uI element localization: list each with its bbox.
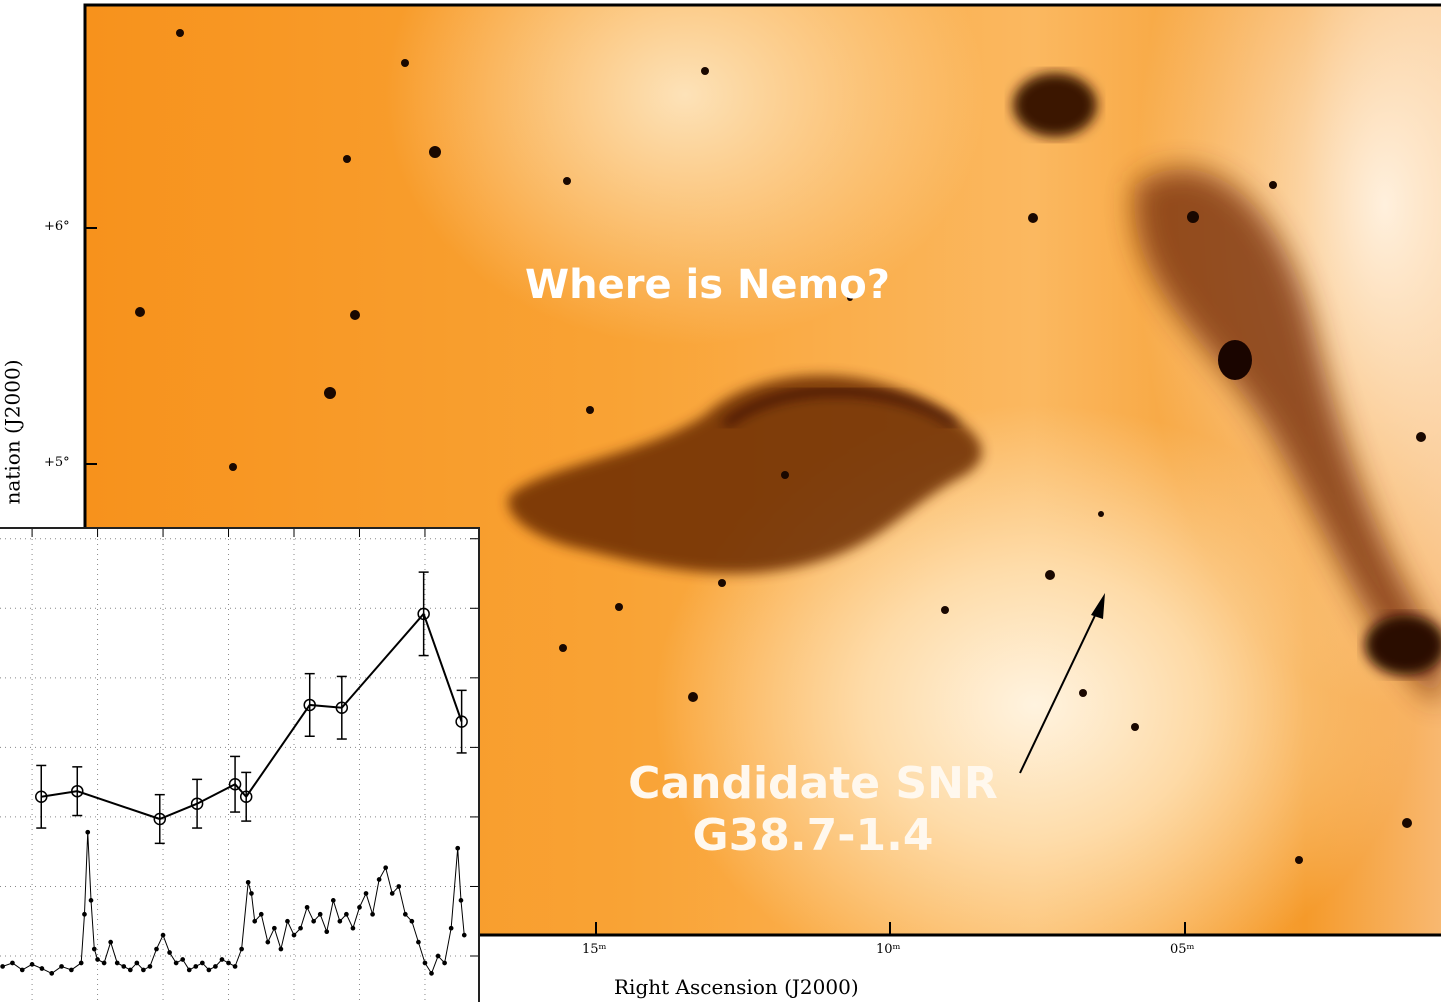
point [266,941,269,944]
point [378,878,381,881]
point [70,968,73,971]
point [450,927,453,930]
point [227,961,230,964]
point [319,913,322,916]
point [60,965,63,968]
point [430,972,433,975]
x-tick-label: 10ᵐ [876,942,901,957]
series-line [3,832,465,973]
point [410,920,413,923]
inset-chart [0,527,480,1002]
x-axis-label: Right Ascension (J2000) [614,975,859,999]
point [423,961,426,964]
point [175,961,178,964]
point [253,920,256,923]
y-tick-label: +5° [44,455,70,470]
point [436,954,439,957]
inset-plot [0,529,478,1002]
point [83,913,86,916]
point [404,913,407,916]
point [207,968,210,971]
point [96,958,99,961]
point [188,968,191,971]
point [292,934,295,937]
figure: Where is Nemo? Candidate SNR G38.7-1.4 +… [0,0,1441,1002]
point [459,899,462,902]
candidate-label: Candidate SNR [613,758,1013,809]
point [214,965,217,968]
point [371,913,374,916]
point [220,958,223,961]
point [463,934,466,937]
point [364,892,367,895]
point [148,965,151,968]
point [247,881,250,884]
x-tick-label: 15ᵐ [582,942,607,957]
point [233,965,236,968]
point [201,961,204,964]
point [161,934,164,937]
point [279,947,282,950]
x-tick-label: 05ᵐ [1170,942,1195,957]
point [89,899,92,902]
point [332,899,335,902]
point [181,958,184,961]
point [168,951,171,954]
point [122,965,125,968]
point [312,920,315,923]
series-line [41,614,461,819]
point [358,906,361,909]
y-tick-label: +6° [44,219,70,234]
point [11,961,14,964]
point [240,947,243,950]
y-axis-label: nation (J2000) [1,359,25,504]
point [86,831,89,834]
annotation: Where is Nemo? [525,262,890,308]
point [50,972,53,975]
point [194,965,197,968]
point [456,847,459,850]
point [40,967,43,970]
point [345,913,348,916]
point [135,961,138,964]
point [443,961,446,964]
point [273,927,276,930]
point [93,947,96,950]
point [116,961,119,964]
point [30,963,33,966]
point [250,892,253,895]
point [305,906,308,909]
point [351,927,354,930]
point [325,930,328,933]
point [286,920,289,923]
point [299,927,302,930]
point [103,961,106,964]
point [391,892,394,895]
point [417,941,420,944]
point [155,947,158,950]
point [384,866,387,869]
point [338,920,341,923]
candidate-name: G38.7-1.4 [613,810,1013,861]
point [21,968,24,971]
point [109,941,112,944]
point [1,965,4,968]
point [80,961,83,964]
point [397,885,400,888]
point [142,968,145,971]
point [260,913,263,916]
point [129,968,132,971]
